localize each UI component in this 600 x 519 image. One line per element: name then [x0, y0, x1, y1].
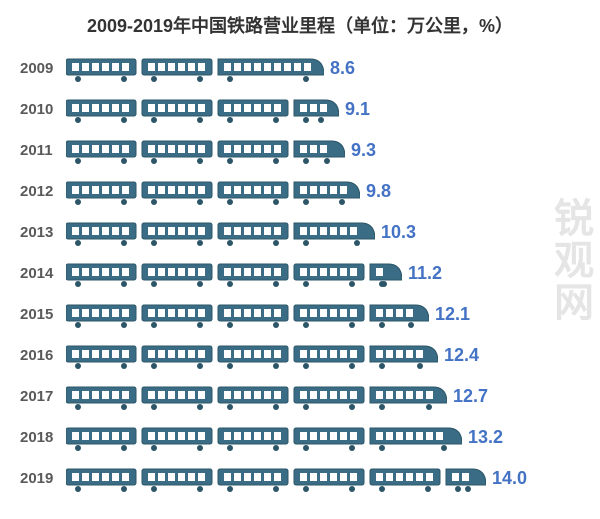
chart-row: 2012 9.8 [20, 171, 580, 212]
chart-title: 2009-2019年中国铁路营业里程（单位：万公里，%） [0, 0, 600, 38]
train-bar [66, 465, 486, 493]
value-label: 9.1 [339, 99, 370, 120]
year-label: 2012 [20, 183, 66, 200]
year-label: 2010 [20, 101, 66, 118]
year-label: 2018 [20, 429, 66, 446]
chart-row: 2013 10.3 [20, 212, 580, 253]
value-label: 8.6 [324, 58, 355, 79]
chart-row: 2009 8.6 [20, 48, 580, 89]
value-label: 13.2 [462, 427, 503, 448]
train-bar [66, 342, 438, 370]
pictogram-chart: 2009 8.6 2010 9.1 2011 9.3 2012 9.8 2013 10.3 2014… [0, 38, 600, 509]
value-label: 11.2 [402, 263, 442, 284]
chart-row: 2016 12.4 [20, 335, 580, 376]
train-bar [66, 383, 447, 411]
year-label: 2014 [20, 265, 66, 282]
train-bar [66, 96, 339, 124]
year-label: 2019 [20, 470, 66, 487]
year-label: 2011 [20, 142, 66, 159]
year-label: 2016 [20, 347, 66, 364]
chart-row: 2017 12.7 [20, 376, 580, 417]
train-bar [66, 55, 324, 83]
train-bar [66, 260, 402, 288]
value-label: 9.8 [360, 181, 391, 202]
train-bar [66, 137, 345, 165]
chart-row: 2010 9.1 [20, 89, 580, 130]
chart-row: 2019 14.0 [20, 458, 580, 499]
value-label: 14.0 [486, 468, 527, 489]
train-bar [66, 424, 462, 452]
value-label: 12.4 [438, 345, 479, 366]
train-bar [66, 301, 429, 329]
train-bar [66, 178, 360, 206]
chart-row: 2011 9.3 [20, 130, 580, 171]
chart-row: 2018 13.2 [20, 417, 580, 458]
value-label: 12.1 [429, 304, 470, 325]
value-label: 10.3 [375, 222, 416, 243]
value-label: 12.7 [447, 386, 488, 407]
value-label: 9.3 [345, 140, 376, 161]
year-label: 2015 [20, 306, 66, 323]
year-label: 2009 [20, 60, 66, 77]
year-label: 2013 [20, 224, 66, 241]
chart-row: 2014 11.2 [20, 253, 580, 294]
train-bar [66, 219, 375, 247]
chart-row: 2015 12.1 [20, 294, 580, 335]
year-label: 2017 [20, 388, 66, 405]
